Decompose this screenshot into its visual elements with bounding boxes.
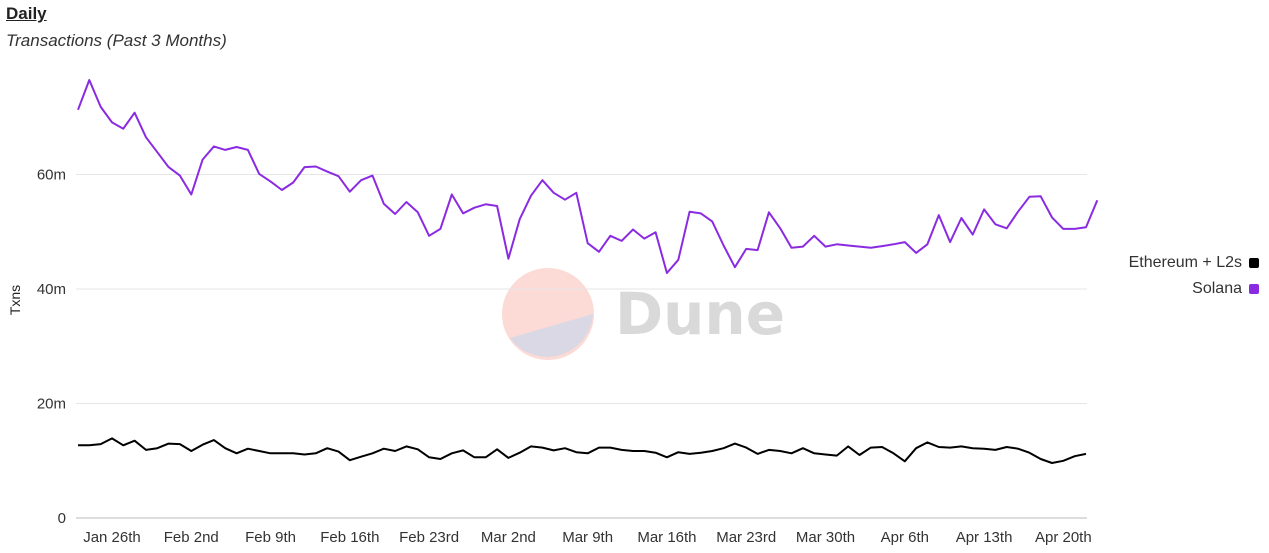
dune-watermark-text: Dune (615, 280, 785, 348)
legend-label-solana: Solana (1192, 280, 1242, 297)
x-tick-label: Apr 6th (881, 529, 929, 546)
y-axis-label: Txns (7, 285, 23, 315)
y-tick-label: 60m (37, 167, 66, 184)
legend-label-ethereum: Ethereum + L2s (1128, 254, 1242, 271)
series-line-ethereum-l2s[interactable] (78, 437, 1087, 464)
x-tick-label: Feb 9th (245, 529, 296, 546)
y-tick-label: 0 (58, 510, 66, 527)
x-axis: Jan 26th Feb 2nd Feb 9th Feb 16th Feb 23rd Ma… (83, 529, 1092, 546)
chart-title: Daily (6, 4, 47, 23)
legend: Ethereum + L2s Solana (1129, 250, 1259, 302)
grid-lines (76, 174, 1087, 519)
dune-watermark: Dune (502, 268, 785, 360)
y-axis: 0 20m 40m 60m (37, 167, 66, 528)
chart-subtitle: Transactions (Past 3 Months) (6, 31, 227, 50)
x-tick-label: Feb 23rd (399, 529, 459, 546)
x-tick-label: Feb 2nd (164, 529, 219, 546)
x-tick-label: Mar 16th (637, 529, 696, 546)
y-tick-label: 40m (37, 281, 66, 298)
series-lines (77, 79, 1099, 464)
x-tick-label: Apr 13th (956, 529, 1013, 546)
series-line-solana[interactable] (77, 79, 1099, 274)
legend-item-solana[interactable]: Solana (1129, 276, 1259, 302)
dune-logo-lower-half (510, 314, 593, 357)
x-tick-label: Feb 16th (320, 529, 379, 546)
legend-swatch-ethereum (1249, 258, 1259, 268)
x-tick-label: Jan 26th (83, 529, 141, 546)
legend-swatch-solana (1249, 284, 1259, 294)
x-tick-label: Mar 23rd (716, 529, 776, 546)
x-tick-label: Apr 20th (1035, 529, 1092, 546)
y-tick-label: 20m (37, 396, 66, 413)
legend-item-ethereum[interactable]: Ethereum + L2s (1129, 250, 1259, 276)
x-tick-label: Mar 30th (796, 529, 855, 546)
x-tick-label: Mar 2nd (481, 529, 536, 546)
x-tick-label: Mar 9th (562, 529, 613, 546)
